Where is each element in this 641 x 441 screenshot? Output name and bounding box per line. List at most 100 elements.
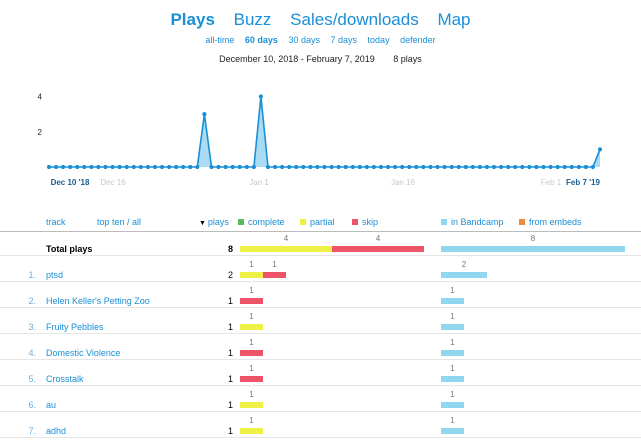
data-point[interactable]: [89, 164, 94, 170]
plays-header[interactable]: ▼ plays: [199, 217, 229, 227]
partial-bar[interactable]: [240, 428, 263, 434]
data-point[interactable]: [421, 164, 426, 170]
data-point[interactable]: [216, 164, 221, 170]
partial-bar[interactable]: [240, 272, 263, 278]
data-point[interactable]: [181, 164, 186, 170]
data-point[interactable]: [583, 164, 589, 170]
skip-bar[interactable]: [263, 272, 286, 278]
data-point[interactable]: [145, 164, 150, 170]
tab-buzz[interactable]: Buzz: [233, 10, 272, 29]
data-point[interactable]: [265, 164, 271, 170]
data-point[interactable]: [308, 164, 313, 170]
in-bandcamp-bar[interactable]: [441, 272, 487, 278]
data-point[interactable]: [294, 164, 299, 170]
data-point[interactable]: [371, 164, 376, 170]
data-point[interactable]: [103, 164, 108, 170]
data-point[interactable]: [209, 164, 214, 170]
in-bandcamp-bar[interactable]: [441, 428, 464, 434]
data-point[interactable]: [188, 164, 193, 170]
legend-from-embeds[interactable]: from embeds: [519, 217, 582, 227]
tab-map[interactable]: Map: [437, 10, 471, 29]
range-7-days[interactable]: 7 days: [330, 35, 358, 45]
data-point[interactable]: [152, 164, 158, 170]
data-point[interactable]: [414, 164, 419, 170]
data-point[interactable]: [258, 94, 263, 99]
data-point[interactable]: [124, 164, 129, 170]
range-30-days[interactable]: 30 days: [288, 35, 320, 45]
data-point[interactable]: [301, 164, 306, 170]
data-point[interactable]: [491, 164, 497, 170]
data-point[interactable]: [131, 164, 136, 170]
range-60-days[interactable]: 60 days: [244, 35, 278, 45]
data-point[interactable]: [534, 164, 539, 170]
range-defender[interactable]: defender: [400, 35, 436, 45]
in-bandcamp-bar[interactable]: [441, 324, 464, 330]
data-point[interactable]: [174, 164, 179, 170]
data-point[interactable]: [251, 164, 256, 170]
data-point[interactable]: [513, 164, 518, 170]
data-point[interactable]: [548, 164, 553, 170]
data-point[interactable]: [407, 164, 412, 170]
skip-bar[interactable]: [240, 376, 263, 382]
data-point[interactable]: [386, 164, 391, 170]
range-today[interactable]: today: [367, 35, 390, 45]
data-point[interactable]: [54, 164, 59, 170]
top-ten-all-toggle[interactable]: top ten / all: [97, 217, 142, 227]
data-point[interactable]: [223, 164, 228, 170]
data-point[interactable]: [477, 164, 482, 170]
data-point[interactable]: [456, 164, 461, 170]
data-point[interactable]: [117, 164, 122, 170]
data-point[interactable]: [527, 164, 532, 170]
data-point[interactable]: [343, 164, 348, 170]
track-link[interactable]: Helen Keller's Petting Zoo: [46, 296, 150, 306]
data-point[interactable]: [244, 164, 249, 170]
data-point[interactable]: [336, 164, 341, 170]
data-point[interactable]: [597, 147, 603, 152]
in-bandcamp-bar[interactable]: [441, 350, 464, 356]
data-point[interactable]: [506, 164, 511, 170]
data-point[interactable]: [449, 164, 454, 170]
data-point[interactable]: [280, 164, 285, 170]
data-point[interactable]: [435, 164, 440, 170]
data-point[interactable]: [562, 164, 567, 170]
data-point[interactable]: [520, 164, 525, 170]
data-point[interactable]: [68, 164, 73, 170]
legend-skip[interactable]: skip: [352, 217, 378, 227]
data-point[interactable]: [428, 164, 433, 170]
data-point[interactable]: [329, 164, 334, 170]
data-point[interactable]: [393, 164, 398, 170]
data-point[interactable]: [110, 164, 115, 170]
data-point[interactable]: [463, 164, 468, 170]
partial-bar[interactable]: [240, 246, 332, 252]
data-point[interactable]: [138, 164, 143, 170]
skip-bar[interactable]: [240, 298, 263, 304]
tab-plays[interactable]: Plays: [170, 10, 215, 29]
data-point[interactable]: [159, 164, 165, 170]
track-link[interactable]: Crosstalk: [46, 374, 84, 384]
in-bandcamp-bar[interactable]: [441, 246, 625, 252]
data-point[interactable]: [555, 164, 560, 170]
range-all-time[interactable]: all-time: [205, 35, 235, 45]
data-point[interactable]: [202, 112, 207, 117]
data-point[interactable]: [195, 164, 200, 170]
data-point[interactable]: [484, 164, 490, 170]
skip-bar[interactable]: [332, 246, 424, 252]
skip-bar[interactable]: [240, 350, 263, 356]
data-point[interactable]: [61, 164, 66, 170]
data-point[interactable]: [82, 164, 87, 170]
data-point[interactable]: [357, 164, 362, 170]
track-link[interactable]: au: [46, 400, 57, 410]
data-point[interactable]: [75, 164, 80, 170]
legend-complete[interactable]: complete: [238, 217, 285, 227]
tab-sales-downloads[interactable]: Sales/downloads: [290, 10, 419, 29]
data-point[interactable]: [350, 164, 355, 170]
data-point[interactable]: [230, 164, 235, 170]
partial-bar[interactable]: [240, 324, 263, 330]
data-point[interactable]: [442, 164, 447, 170]
data-point[interactable]: [364, 164, 369, 170]
data-point[interactable]: [590, 164, 596, 170]
data-point[interactable]: [499, 164, 504, 170]
data-point[interactable]: [96, 164, 101, 170]
data-point[interactable]: [167, 164, 172, 170]
track-link[interactable]: Domestic Violence: [46, 348, 121, 358]
